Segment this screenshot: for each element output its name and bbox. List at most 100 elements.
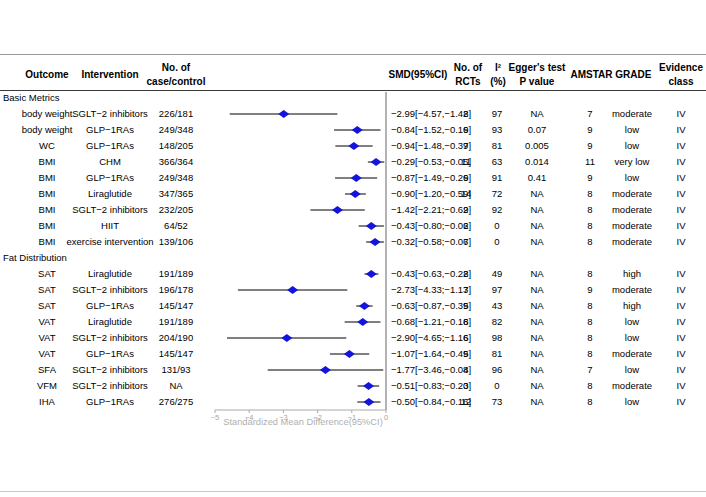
i2-cell: 97 bbox=[492, 282, 503, 298]
grade-cell: moderate bbox=[612, 234, 652, 250]
egger-p-cell: NA bbox=[530, 314, 543, 330]
col-header-intervention: Intervention bbox=[81, 68, 138, 81]
case-control-cell: 131/93 bbox=[161, 362, 190, 378]
amstar-cell: 8 bbox=[587, 218, 592, 234]
i2-cell: 96 bbox=[492, 362, 503, 378]
rcts-cell: 5 bbox=[463, 298, 468, 314]
intervention-cell: SGLT−2 inhibitors bbox=[72, 378, 148, 394]
grade-cell: moderate bbox=[612, 346, 652, 362]
smd-ci-cell: −1.42[−2.21;−0.62] bbox=[391, 202, 471, 218]
smd-ci-cell: −0.87[−1.49,−0.26] bbox=[391, 170, 471, 186]
x-axis-title: Standardized Mean Difference(95%CI) bbox=[223, 417, 383, 427]
grade-cell: low bbox=[625, 394, 639, 410]
intervention-cell: SGLT−2 inhibitors bbox=[72, 202, 148, 218]
outcome-cell: WC bbox=[39, 138, 55, 154]
x-axis-tick-label: 0 bbox=[384, 413, 388, 422]
point-estimate-diamond bbox=[278, 110, 289, 118]
intervention-cell: SGLT−2 inhibitors bbox=[72, 362, 148, 378]
outcome-cell: SAT bbox=[38, 282, 56, 298]
rcts-cell: 8 bbox=[463, 266, 468, 282]
egger-p-cell: 0.41 bbox=[528, 170, 547, 186]
point-estimate-diamond bbox=[363, 398, 374, 406]
col-header-egger-line1: Egger's test bbox=[509, 61, 566, 74]
point-estimate-diamond bbox=[366, 270, 377, 278]
amstar-cell: 7 bbox=[587, 362, 592, 378]
i2-cell: 82 bbox=[492, 314, 503, 330]
col-header-i2-line1: I² bbox=[495, 61, 501, 74]
point-estimate-diamond bbox=[348, 142, 359, 150]
egger-p-cell: NA bbox=[530, 234, 543, 250]
i2-cell: 49 bbox=[492, 266, 503, 282]
evidence-class-cell: IV bbox=[677, 314, 686, 330]
grade-cell: low bbox=[625, 330, 639, 346]
col-header-smd: SMD(95%CI) bbox=[389, 68, 448, 81]
intervention-cell: Liraglutide bbox=[88, 186, 132, 202]
grade-cell: low bbox=[625, 170, 639, 186]
point-estimate-diamond bbox=[366, 222, 377, 230]
point-estimate-diamond bbox=[350, 190, 361, 198]
outcome-cell: IHA bbox=[39, 394, 55, 410]
case-control-cell: 191/189 bbox=[159, 266, 193, 282]
rcts-cell: 12 bbox=[461, 394, 472, 410]
case-control-cell: 145/147 bbox=[159, 346, 193, 362]
rcts-cell: 4 bbox=[463, 362, 468, 378]
outcome-cell: BMI bbox=[39, 218, 56, 234]
grade-cell: low bbox=[625, 138, 639, 154]
egger-p-cell: NA bbox=[530, 394, 543, 410]
amstar-cell: 8 bbox=[587, 394, 592, 410]
egger-p-cell: NA bbox=[530, 346, 543, 362]
case-control-cell: 148/205 bbox=[159, 138, 193, 154]
outcome-cell: SAT bbox=[38, 266, 56, 282]
evidence-class-cell: IV bbox=[677, 330, 686, 346]
grade-cell: low bbox=[625, 122, 639, 138]
egger-p-cell: 0.005 bbox=[525, 138, 549, 154]
col-header-case-control-line1: No. of bbox=[162, 61, 190, 74]
smd-ci-cell: −0.68[−1.21,−0.16] bbox=[391, 314, 471, 330]
grade-cell: high bbox=[623, 266, 641, 282]
evidence-class-cell: IV bbox=[677, 346, 686, 362]
point-estimate-diamond bbox=[281, 334, 292, 342]
grade-cell: moderate bbox=[612, 106, 652, 122]
i2-cell: 0 bbox=[494, 234, 499, 250]
case-control-cell: 226/181 bbox=[159, 106, 193, 122]
intervention-cell: SGLT−2 inhibitors bbox=[72, 106, 148, 122]
egger-p-cell: NA bbox=[530, 266, 543, 282]
col-header-rcts-line1: No. of bbox=[454, 61, 482, 74]
intervention-cell: exercise intervention bbox=[66, 234, 153, 250]
egger-p-cell: NA bbox=[530, 330, 543, 346]
grade-cell: low bbox=[625, 314, 639, 330]
case-control-cell: 139/106 bbox=[159, 234, 193, 250]
outcome-cell: BMI bbox=[39, 186, 56, 202]
intervention-cell: SGLT−2 inhibitors bbox=[72, 282, 148, 298]
point-estimate-diamond bbox=[357, 318, 368, 326]
i2-cell: 0 bbox=[494, 218, 499, 234]
smd-ci-cell: −0.94[−1.48,−0.39] bbox=[391, 138, 471, 154]
case-control-cell: 232/205 bbox=[159, 202, 193, 218]
amstar-cell: 9 bbox=[587, 282, 592, 298]
amstar-cell: 8 bbox=[587, 202, 592, 218]
amstar-cell: 8 bbox=[587, 266, 592, 282]
grade-cell: moderate bbox=[612, 282, 652, 298]
smd-ci-cell: −0.50[−0.84,−0.16] bbox=[391, 394, 471, 410]
outcome-cell: BMI bbox=[39, 154, 56, 170]
col-header-outcome: Outcome bbox=[25, 68, 68, 81]
case-control-cell: 145/147 bbox=[159, 298, 193, 314]
intervention-cell: HIIT bbox=[101, 218, 119, 234]
col-header-evidence-line1: Evidence bbox=[659, 61, 703, 74]
egger-p-cell: NA bbox=[530, 218, 543, 234]
amstar-cell: 8 bbox=[587, 378, 592, 394]
intervention-cell: CHM bbox=[99, 154, 121, 170]
i2-cell: 81 bbox=[492, 346, 503, 362]
evidence-class-cell: IV bbox=[677, 122, 686, 138]
egger-p-cell: NA bbox=[530, 202, 543, 218]
intervention-cell: GLP−1RAs bbox=[86, 138, 134, 154]
case-control-cell: 249/348 bbox=[159, 170, 193, 186]
intervention-cell: GLP−1RAs bbox=[86, 346, 134, 362]
smd-ci-cell: −2.90[−4.65;−1.16] bbox=[391, 330, 471, 346]
evidence-class-cell: IV bbox=[677, 138, 686, 154]
amstar-cell: 9 bbox=[587, 138, 592, 154]
egger-p-cell: NA bbox=[530, 186, 543, 202]
amstar-cell: 9 bbox=[587, 170, 592, 186]
egger-p-cell: NA bbox=[530, 282, 543, 298]
outcome-cell: SFA bbox=[38, 362, 56, 378]
